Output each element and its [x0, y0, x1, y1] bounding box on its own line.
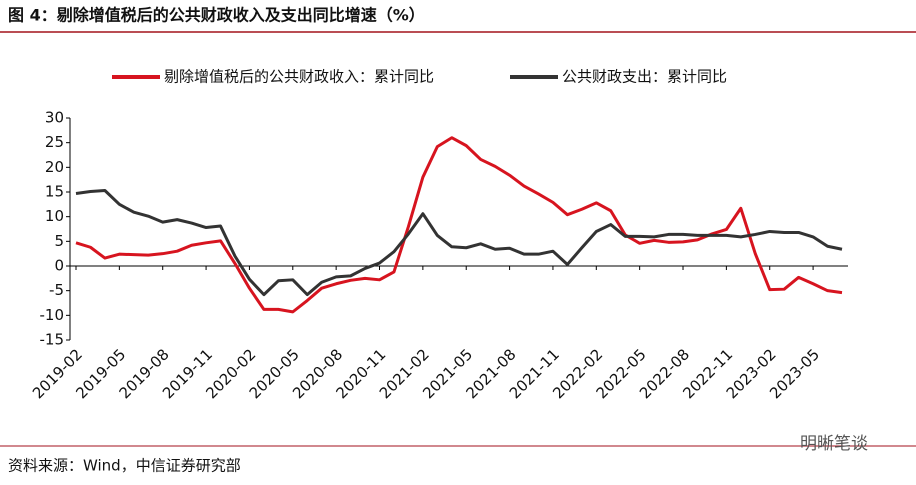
y-tick-label: 0 — [54, 257, 64, 275]
legend-label: 公共财政支出：累计同比 — [562, 68, 727, 86]
series-line — [75, 136, 843, 314]
y-tick-label: 25 — [45, 133, 64, 151]
series-line — [75, 189, 843, 297]
source: 资料来源：Wind，中信证券研究部 — [8, 457, 241, 475]
y-tick-label: 20 — [45, 158, 64, 176]
y-tick-label: 30 — [45, 109, 64, 127]
y-tick-label: -15 — [40, 331, 65, 349]
y-tick-label: 5 — [54, 232, 64, 250]
y-tick-label: -5 — [49, 281, 64, 299]
watermark: 明晰笔谈 — [800, 434, 868, 454]
y-tick-label: -10 — [40, 306, 65, 324]
chart-title: 图 4：剔除增值税后的公共财政收入及支出同比增速（%） — [8, 6, 425, 25]
legend-label: 剔除增值税后的公共财政收入：累计同比 — [164, 68, 434, 86]
y-tick-label: 10 — [45, 207, 64, 225]
y-tick-label: 15 — [45, 183, 64, 201]
